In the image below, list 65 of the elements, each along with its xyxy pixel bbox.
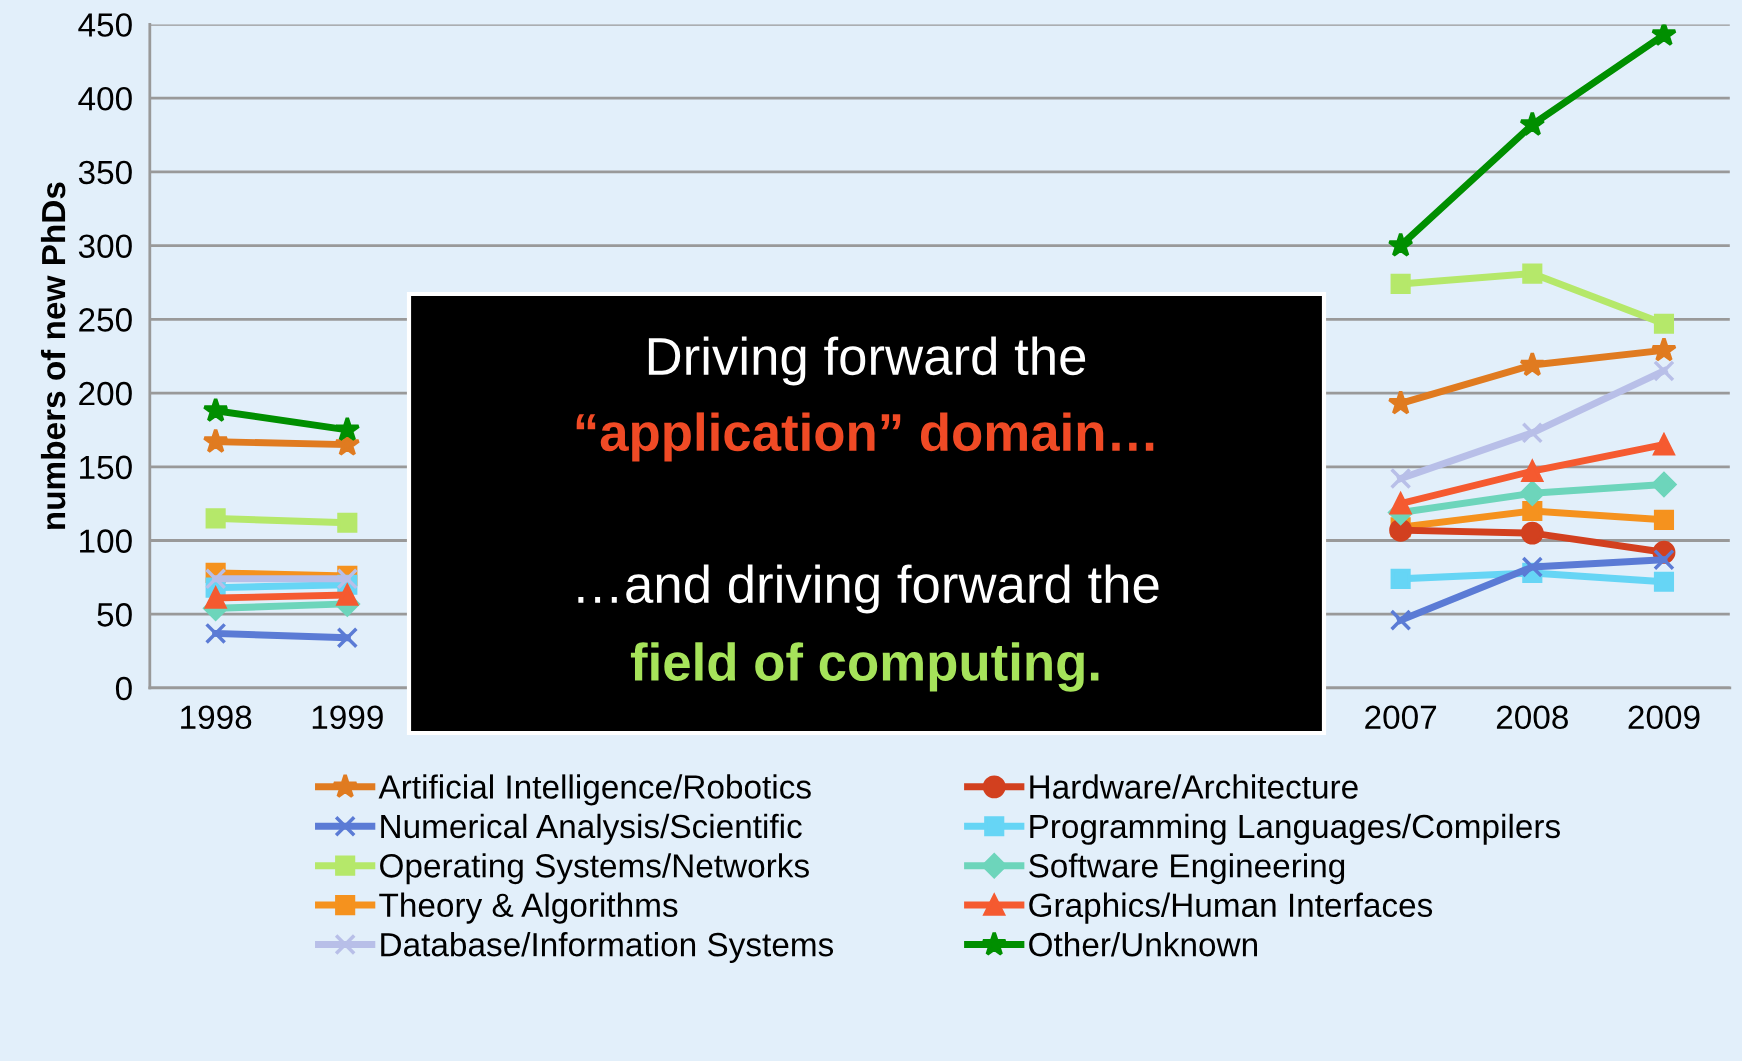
x-tick-label: 1999 <box>312 705 383 730</box>
point <box>1653 571 1675 592</box>
legend-label: Theory & Algorithms <box>379 892 678 924</box>
point <box>202 428 229 453</box>
point <box>1519 480 1545 506</box>
point <box>1522 263 1543 284</box>
point <box>1520 521 1544 545</box>
point <box>1389 609 1412 631</box>
point <box>1389 467 1412 490</box>
point <box>1521 556 1544 578</box>
point <box>1653 509 1675 530</box>
y-tick-label: 250 <box>79 308 132 332</box>
annotation: …and driving forward the <box>578 564 1159 614</box>
point <box>204 568 227 590</box>
x-tick-label: 2009 <box>1628 705 1700 730</box>
point <box>204 587 227 609</box>
point <box>1653 313 1675 334</box>
y-tick-label: 300 <box>78 234 132 258</box>
x-tick-label: 2008 <box>1496 705 1568 730</box>
point <box>1653 548 1675 571</box>
y-axis-title: numbers of new PhDs <box>40 182 66 529</box>
point <box>337 512 358 533</box>
legend-label: Numerical Analysis/Scientific <box>381 813 802 845</box>
annotation: Driving forward the <box>648 336 1086 386</box>
point <box>1521 460 1544 482</box>
point <box>1519 351 1546 377</box>
legend-label: Hardware/Architecture <box>1030 774 1358 799</box>
legend-label: Database/Information Systems <box>381 931 834 964</box>
point <box>1390 273 1411 294</box>
annotation: “application” domain… <box>576 412 1154 462</box>
point <box>1653 360 1675 382</box>
point <box>336 627 359 649</box>
y-tick-label: 450 <box>78 13 132 37</box>
x-tick-label: 2007 <box>1365 705 1437 730</box>
point <box>1651 24 1677 47</box>
legend-label: Software Engineering <box>1029 853 1345 885</box>
annotation: field of computing. <box>630 642 1099 692</box>
y-tick-label: 350 <box>78 160 132 185</box>
point <box>334 416 361 442</box>
x-tick-label: 1998 <box>181 705 252 730</box>
legend-label: Artificial Intelligence/Robotics <box>378 774 811 806</box>
point <box>202 397 229 423</box>
y-tick-label: 0 <box>115 676 132 701</box>
y-tick-label: 50 <box>97 603 132 627</box>
point <box>1390 568 1411 589</box>
point <box>1651 471 1677 498</box>
point <box>336 584 359 606</box>
y-tick-label: 200 <box>79 381 132 406</box>
legend-label: Programming Languages/Compilers <box>1030 813 1560 845</box>
point <box>205 508 226 529</box>
point <box>1519 111 1546 136</box>
legend-label: Graphics/Human Interfaces <box>1029 892 1433 924</box>
point <box>1387 232 1414 257</box>
point <box>1389 518 1413 542</box>
legend-label: Other/Unknown <box>1029 931 1257 957</box>
point <box>1653 433 1675 456</box>
point <box>1651 336 1677 362</box>
y-tick-label: 400 <box>78 86 132 111</box>
legend-label: Operating Systems/Networks <box>380 853 809 885</box>
y-tick-label: 100 <box>80 529 132 553</box>
point <box>1521 422 1544 444</box>
point <box>204 622 227 645</box>
point <box>1388 490 1413 515</box>
y-tick-label: 150 <box>80 455 132 480</box>
point <box>1522 500 1543 522</box>
